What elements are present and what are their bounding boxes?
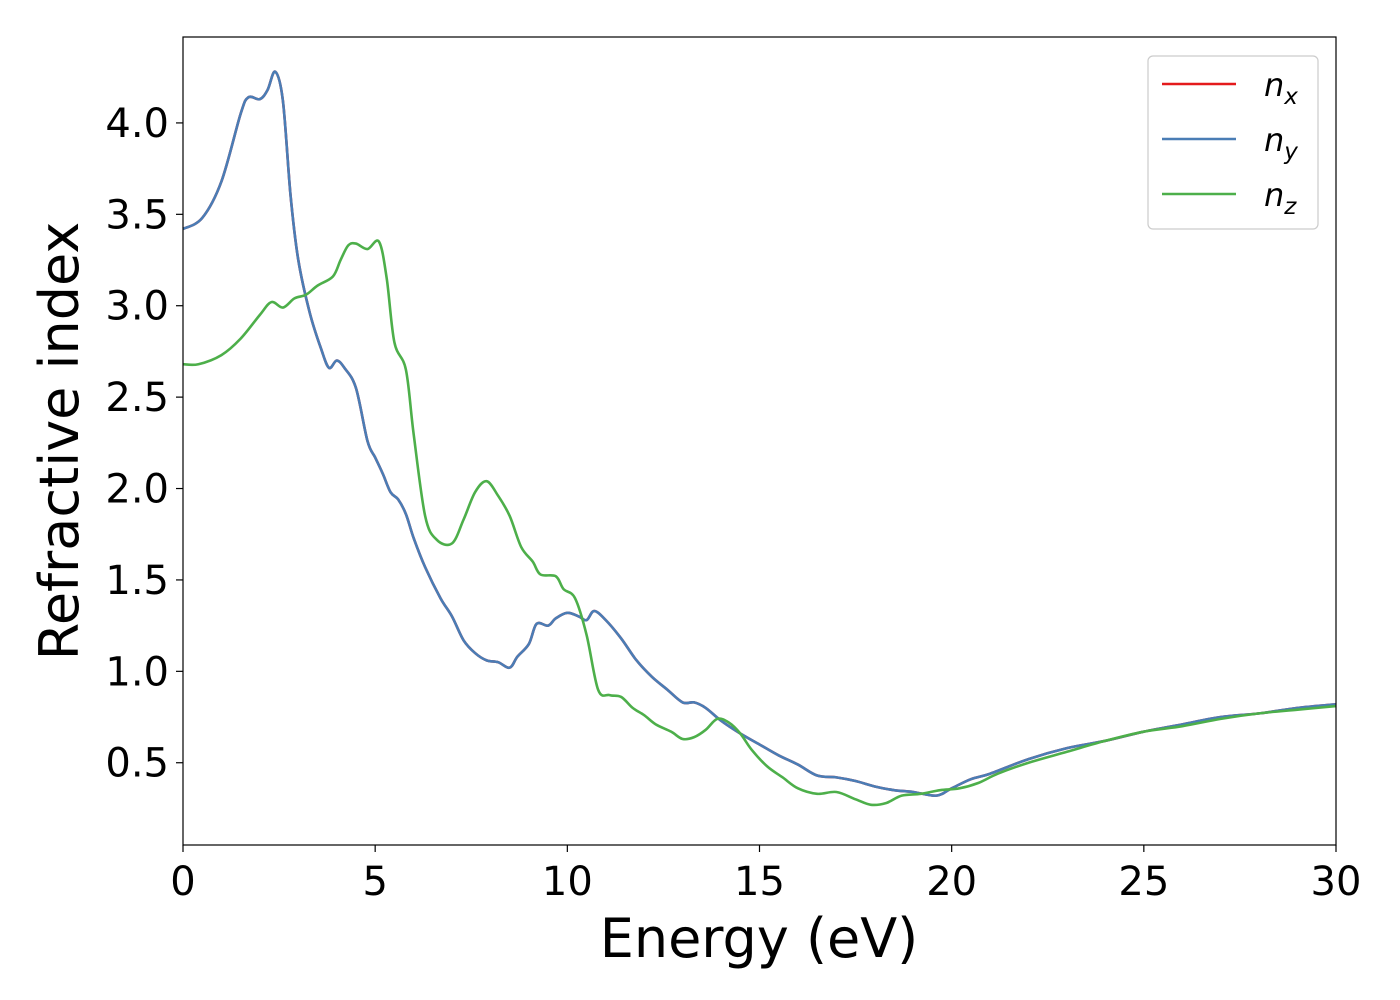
series-line-nz bbox=[182, 239, 1337, 807]
y-tick-label: 0.5 bbox=[105, 741, 169, 787]
y-tick-label: 2.5 bbox=[105, 375, 169, 421]
x-tick-label: 20 bbox=[926, 859, 977, 905]
series-line-ny bbox=[182, 70, 1337, 797]
legend-label-nz: nz bbox=[1264, 176, 1297, 220]
series-layer bbox=[182, 70, 1337, 807]
x-tick-label: 25 bbox=[1118, 859, 1169, 905]
x-tick-label: 15 bbox=[734, 859, 785, 905]
plot-background bbox=[183, 37, 1336, 845]
x-axis-ticks: 0 5 10 15 20 25 30 bbox=[170, 845, 1361, 905]
legend-label-nx: nx bbox=[1264, 66, 1298, 110]
legend-label-ny: ny bbox=[1264, 121, 1298, 165]
x-tick-label: 0 bbox=[170, 859, 195, 905]
y-tick-label: 3.5 bbox=[105, 192, 169, 238]
y-tick-label: 4.0 bbox=[105, 101, 169, 147]
y-axis-label: Refractive index bbox=[28, 222, 91, 661]
y-axis-ticks: 0.5 1.0 1.5 2.0 2.5 3.0 3.5 4.0 bbox=[105, 101, 183, 787]
x-tick-label: 5 bbox=[362, 859, 387, 905]
y-tick-label: 1.5 bbox=[105, 558, 169, 604]
legend-box bbox=[1147, 55, 1319, 230]
legend: nx ny nz bbox=[1147, 55, 1319, 230]
y-tick-label: 1.0 bbox=[105, 649, 169, 695]
x-axis-label: Energy (eV) bbox=[600, 907, 919, 970]
y-tick-label: 3.0 bbox=[105, 284, 169, 330]
x-tick-label: 10 bbox=[542, 859, 593, 905]
y-tick-label: 2.0 bbox=[105, 467, 169, 513]
x-tick-label: 30 bbox=[1311, 859, 1362, 905]
